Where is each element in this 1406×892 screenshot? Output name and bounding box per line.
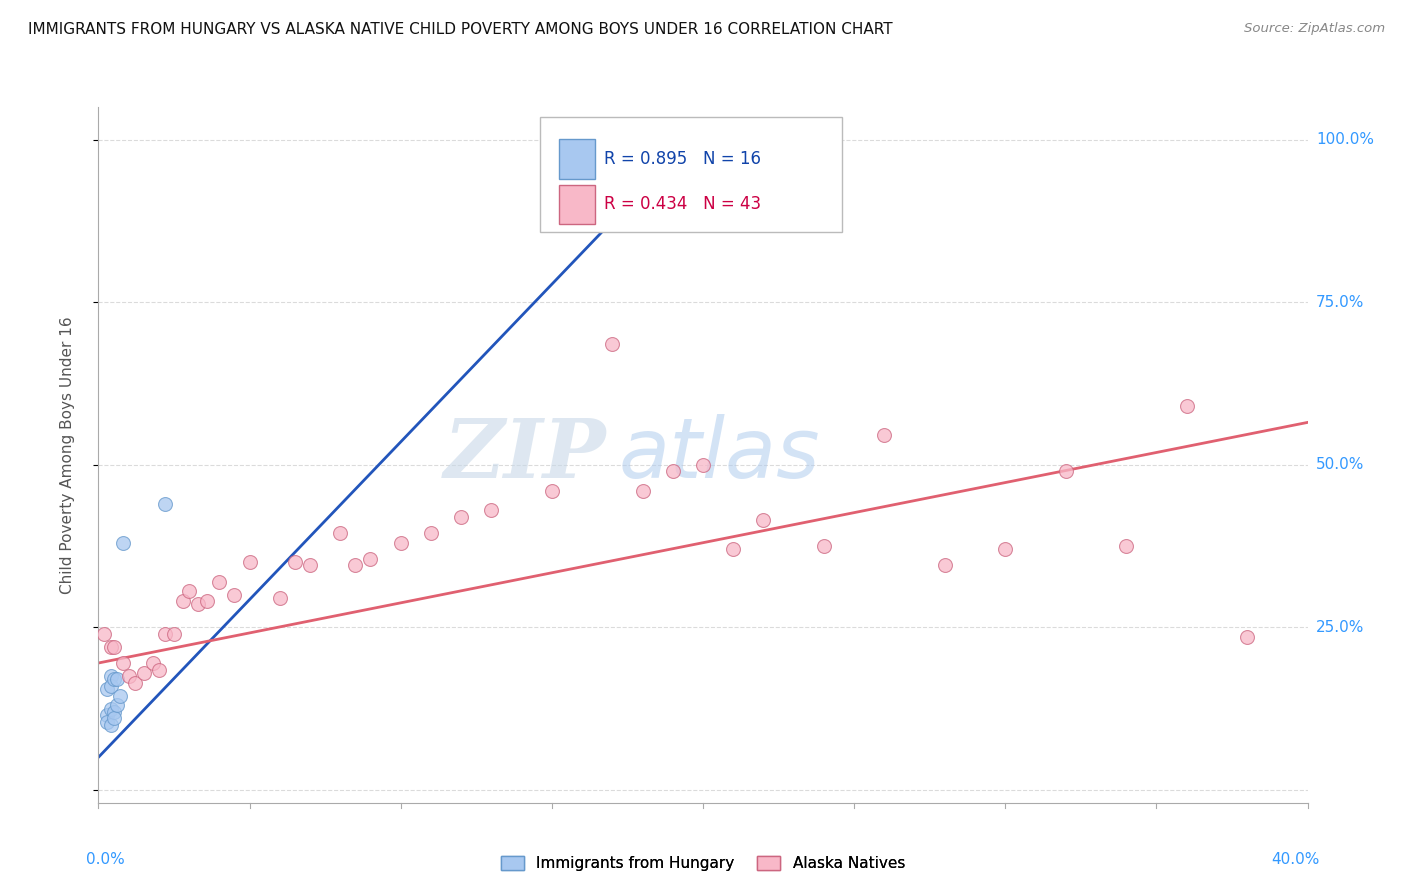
Text: 25.0%: 25.0%: [1316, 620, 1364, 635]
Point: [389, 535, 412, 549]
Point: [195, 594, 218, 608]
Point: [100, 701, 122, 715]
Point: [344, 558, 367, 573]
Point: [96, 714, 118, 729]
Text: 50.0%: 50.0%: [1316, 458, 1364, 472]
Point: [111, 656, 134, 670]
Point: [813, 539, 835, 553]
Point: [153, 497, 176, 511]
Point: [111, 535, 134, 549]
Point: [105, 698, 128, 713]
Point: [105, 672, 128, 686]
Point: [873, 428, 896, 442]
Text: 100.0%: 100.0%: [1316, 132, 1374, 147]
Point: [148, 663, 170, 677]
Y-axis label: Child Poverty Among Boys Under 16: Child Poverty Among Boys Under 16: [60, 316, 75, 594]
Point: [124, 675, 146, 690]
Point: [692, 458, 714, 472]
Point: [187, 598, 209, 612]
Point: [269, 591, 291, 605]
Point: [631, 483, 654, 498]
Text: 75.0%: 75.0%: [1316, 294, 1364, 310]
Point: [208, 574, 231, 589]
Text: 40.0%: 40.0%: [1271, 852, 1320, 866]
Text: IMMIGRANTS FROM HUNGARY VS ALASKA NATIVE CHILD POVERTY AMONG BOYS UNDER 16 CORRE: IMMIGRANTS FROM HUNGARY VS ALASKA NATIVE…: [28, 22, 893, 37]
Point: [100, 640, 122, 654]
Point: [419, 525, 441, 540]
Point: [661, 464, 683, 478]
Text: atlas: atlas: [619, 415, 820, 495]
Point: [96, 708, 118, 723]
Point: [172, 594, 194, 608]
Point: [103, 711, 125, 725]
Point: [284, 555, 307, 569]
Point: [100, 718, 122, 732]
Point: [450, 509, 472, 524]
FancyBboxPatch shape: [560, 139, 595, 179]
Point: [994, 542, 1017, 557]
FancyBboxPatch shape: [560, 185, 595, 224]
Text: ZIP: ZIP: [444, 415, 606, 495]
Point: [481, 503, 503, 517]
Point: [177, 584, 201, 599]
Point: [100, 679, 122, 693]
Point: [108, 689, 131, 703]
Point: [103, 640, 125, 654]
Point: [103, 672, 125, 686]
Point: [100, 669, 122, 683]
Point: [93, 626, 115, 640]
Point: [224, 588, 246, 602]
Text: R = 0.895   N = 16: R = 0.895 N = 16: [603, 150, 761, 169]
Point: [1236, 630, 1258, 644]
Point: [103, 705, 125, 719]
FancyBboxPatch shape: [540, 118, 842, 232]
Point: [96, 681, 118, 696]
Point: [299, 558, 322, 573]
Point: [360, 552, 382, 566]
Point: [647, 185, 669, 199]
Point: [163, 626, 186, 640]
Legend: Immigrants from Hungary, Alaska Natives: Immigrants from Hungary, Alaska Natives: [494, 848, 912, 879]
Point: [752, 513, 775, 527]
Point: [329, 525, 352, 540]
Point: [1175, 399, 1198, 413]
Text: Source: ZipAtlas.com: Source: ZipAtlas.com: [1244, 22, 1385, 36]
Point: [1054, 464, 1077, 478]
Point: [239, 555, 262, 569]
Point: [602, 337, 624, 351]
Point: [540, 483, 562, 498]
Point: [934, 558, 956, 573]
Point: [118, 669, 141, 683]
Point: [721, 542, 744, 557]
Point: [1115, 539, 1137, 553]
Point: [142, 656, 165, 670]
Point: [132, 665, 155, 680]
Text: R = 0.434   N = 43: R = 0.434 N = 43: [603, 195, 761, 213]
Text: 0.0%: 0.0%: [86, 852, 125, 866]
Point: [153, 626, 176, 640]
